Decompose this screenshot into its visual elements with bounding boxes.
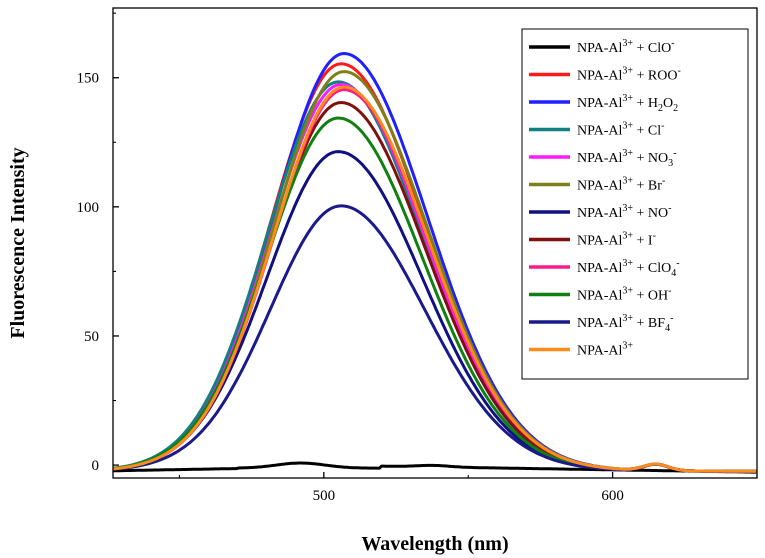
legend-label: NPA-Al3+​ + Cl-​ bbox=[577, 121, 665, 139]
axis-ticks: 500 600 0 50 100 150 bbox=[77, 12, 758, 504]
legend-label: NPA-Al3+​ + NO-​ bbox=[577, 203, 672, 221]
legend-label: NPA-Al3+​ + Br-​ bbox=[577, 176, 665, 194]
y-tick-label: 150 bbox=[77, 71, 100, 87]
legend-label: NPA-Al3+​ + BF4​-​ bbox=[577, 313, 673, 334]
x-axis-title: Wavelength (nm) bbox=[361, 533, 508, 555]
series-line bbox=[112, 461, 757, 474]
x-tick-label: 600 bbox=[601, 488, 624, 504]
legend-label: NPA-Al3+​ + ClO-​ bbox=[577, 38, 675, 56]
legend-label: NPA-Al3+​ + ClO4​-​ bbox=[577, 258, 680, 279]
plot-frame bbox=[112, 7, 758, 479]
series-line bbox=[112, 85, 757, 473]
legend-label: NPA-Al3+​ + H2​O2​ bbox=[577, 93, 678, 114]
legend: NPA-Al3+​ + ClO-​ NPA-Al3+​ + ROO-​ NPA-Al… bbox=[521, 28, 749, 380]
series-group bbox=[112, 52, 757, 474]
legend-label: NPA-Al3+​ + ROO-​ bbox=[577, 66, 681, 84]
y-tick-label: 0 bbox=[92, 458, 100, 474]
legend-label: NPA-Al3+​ + I-​ bbox=[577, 231, 656, 249]
y-tick-label: 100 bbox=[77, 200, 100, 216]
legend-label: NPA-Al3+​ + OH-​ bbox=[577, 286, 672, 304]
y-axis-title: Fluorescence Intensity bbox=[7, 147, 29, 338]
x-tick-label: 500 bbox=[313, 488, 336, 504]
y-tick-label: 50 bbox=[84, 329, 99, 345]
legend-label: NPA-Al3+​ + NO3​-​ bbox=[577, 148, 677, 169]
legend-label: NPA-Al3+​ bbox=[577, 341, 633, 359]
